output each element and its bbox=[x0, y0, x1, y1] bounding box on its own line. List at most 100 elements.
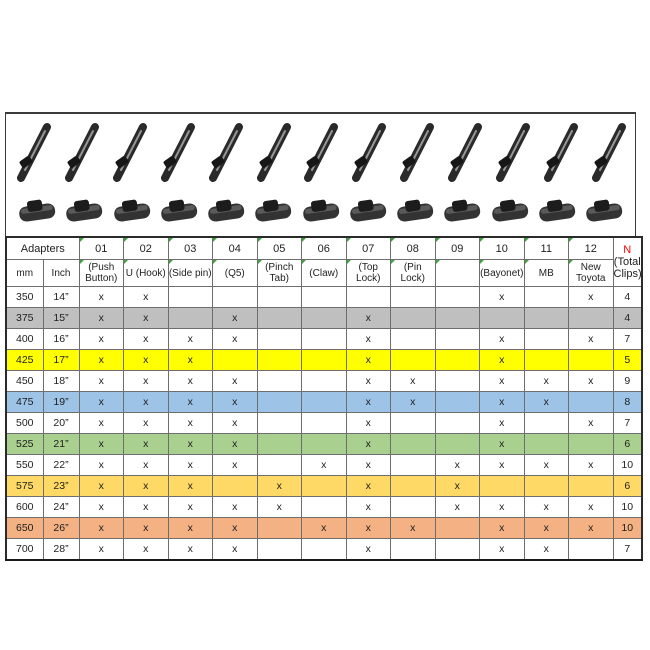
adapter-column-number-09: 09 bbox=[434, 236, 480, 260]
size-row-350: 350 14” x x x x 4 bbox=[5, 286, 643, 308]
compat-mark-cell-400-04: x bbox=[212, 328, 258, 350]
wiper-blade-photo bbox=[160, 123, 195, 182]
adapter-clip-photo bbox=[444, 199, 481, 222]
wiper-blade-photo bbox=[208, 123, 243, 182]
compat-mark-cell-450-11: x bbox=[523, 370, 569, 392]
total-clips-cell-400: 7 bbox=[612, 328, 643, 350]
compat-mark-cell-550-11: x bbox=[523, 454, 569, 476]
compat-mark-cell-500-08 bbox=[390, 412, 436, 434]
compat-mark-cell-475-06 bbox=[301, 391, 347, 413]
compat-mark-cell-375-11 bbox=[523, 307, 569, 329]
adapter-column-number-03: 03 bbox=[167, 236, 213, 260]
compat-mark-cell-700-01: x bbox=[78, 538, 124, 561]
compat-mark-cell-425-08 bbox=[390, 349, 436, 371]
compat-mark-cell-600-01: x bbox=[78, 496, 124, 518]
total-clips-header: N (Total Clips) bbox=[612, 236, 643, 287]
total-clips-cell-525: 6 bbox=[612, 433, 643, 455]
green-corner-flag-icon bbox=[257, 238, 262, 242]
adapter-column-number-11: 11 bbox=[523, 236, 569, 260]
compat-mark-cell-350-09 bbox=[434, 286, 480, 308]
total-clips-cell-350: 4 bbox=[612, 286, 643, 308]
size-row-375: 375 15” x x x x 4 bbox=[5, 307, 643, 329]
compat-mark-cell-500-05 bbox=[256, 412, 302, 434]
size-mm-cell: 650 bbox=[5, 517, 44, 539]
compat-mark-cell-650-11: x bbox=[523, 517, 569, 539]
compat-mark-cell-500-01: x bbox=[78, 412, 124, 434]
size-inch-cell: 17” bbox=[42, 349, 80, 371]
compat-mark-cell-450-05 bbox=[256, 370, 302, 392]
size-inch-cell: 15” bbox=[42, 307, 80, 329]
compat-mark-cell-500-07: x bbox=[345, 412, 391, 434]
compat-mark-cell-700-09 bbox=[434, 538, 480, 561]
size-mm-cell: 575 bbox=[5, 475, 44, 497]
compat-mark-cell-550-03: x bbox=[167, 454, 213, 476]
size-inch-cell: 21” bbox=[42, 433, 80, 455]
compat-mark-cell-475-04: x bbox=[212, 391, 258, 413]
total-clips-cell-375: 4 bbox=[612, 307, 643, 329]
size-row-575: 575 23” x x x x x x 6 bbox=[5, 475, 643, 497]
size-row-475: 475 19” x x x x x x x x 8 bbox=[5, 391, 643, 413]
green-corner-flag-icon bbox=[124, 238, 128, 242]
compat-mark-cell-475-05 bbox=[256, 391, 302, 413]
compat-mark-cell-425-03: x bbox=[167, 349, 213, 371]
size-mm-cell: 500 bbox=[5, 412, 44, 434]
size-inch-cell: 20” bbox=[42, 412, 80, 434]
adapter-compatibility-table: Adapters 01 02 03 04 05 06 07 08 09 10 11 12 N (Total… bbox=[5, 236, 643, 561]
product-photos-panel bbox=[5, 112, 636, 236]
adapters-header: Adapters bbox=[5, 236, 80, 260]
green-corner-flag-icon bbox=[124, 260, 128, 264]
adapter-column-number-07: 07 bbox=[345, 236, 391, 260]
compat-mark-cell-350-02: x bbox=[123, 286, 169, 308]
compat-mark-cell-600-08 bbox=[390, 496, 436, 518]
compat-mark-cell-400-09 bbox=[434, 328, 480, 350]
compat-mark-cell-425-05 bbox=[256, 349, 302, 371]
green-corner-flag-icon bbox=[524, 260, 529, 264]
compat-mark-cell-575-07: x bbox=[345, 475, 391, 497]
compat-mark-cell-600-09: x bbox=[434, 496, 480, 518]
size-mm-cell: 450 bbox=[5, 370, 44, 392]
compat-mark-cell-400-02: x bbox=[123, 328, 169, 350]
adapter-column-number-01: 01 bbox=[78, 236, 124, 260]
compat-mark-cell-400-06 bbox=[301, 328, 347, 350]
compat-mark-cell-550-07: x bbox=[345, 454, 391, 476]
compat-mark-cell-375-10 bbox=[479, 307, 525, 329]
compat-mark-cell-400-10: x bbox=[479, 328, 525, 350]
green-corner-flag-icon bbox=[569, 238, 573, 242]
adapter-column-number-05: 05 bbox=[256, 236, 302, 260]
compat-mark-cell-425-10: x bbox=[479, 349, 525, 371]
green-corner-flag-icon bbox=[257, 260, 262, 264]
compat-mark-cell-375-12 bbox=[568, 307, 614, 329]
compat-mark-cell-650-01: x bbox=[78, 517, 124, 539]
adapter-column-name-04: (Q5) bbox=[212, 259, 258, 287]
compat-mark-cell-650-07: x bbox=[345, 517, 391, 539]
compat-mark-cell-575-03: x bbox=[167, 475, 213, 497]
compat-mark-cell-575-01: x bbox=[78, 475, 124, 497]
adapter-column-number-12: 12 bbox=[568, 236, 614, 260]
compat-mark-cell-350-06 bbox=[301, 286, 347, 308]
compat-mark-cell-575-12 bbox=[568, 475, 614, 497]
adapter-clip-photo bbox=[397, 199, 434, 222]
compat-mark-cell-350-12: x bbox=[568, 286, 614, 308]
compat-mark-cell-450-09 bbox=[434, 370, 480, 392]
compat-mark-cell-450-01: x bbox=[78, 370, 124, 392]
total-clips-cell-600: 10 bbox=[612, 496, 643, 518]
total-clips-cell-550: 10 bbox=[612, 454, 643, 476]
compat-mark-cell-575-05: x bbox=[256, 475, 302, 497]
size-inch-cell: 24” bbox=[42, 496, 80, 518]
compat-mark-cell-500-12: x bbox=[568, 412, 614, 434]
wiper-blade-photo bbox=[17, 123, 51, 182]
compat-mark-cell-400-03: x bbox=[167, 328, 213, 350]
mm-column-header: mm bbox=[5, 259, 44, 287]
compat-mark-cell-475-08: x bbox=[390, 391, 436, 413]
adapter-clip-photo bbox=[349, 199, 386, 222]
compat-mark-cell-650-10: x bbox=[479, 517, 525, 539]
wiper-blade-photo bbox=[591, 123, 626, 182]
size-inch-cell: 26” bbox=[42, 517, 80, 539]
green-corner-flag-icon bbox=[391, 238, 395, 242]
compat-mark-cell-400-11 bbox=[523, 328, 569, 350]
compat-mark-cell-425-12 bbox=[568, 349, 614, 371]
compat-mark-cell-450-02: x bbox=[123, 370, 169, 392]
green-corner-flag-icon bbox=[435, 238, 440, 242]
compat-mark-cell-700-12 bbox=[568, 538, 614, 561]
